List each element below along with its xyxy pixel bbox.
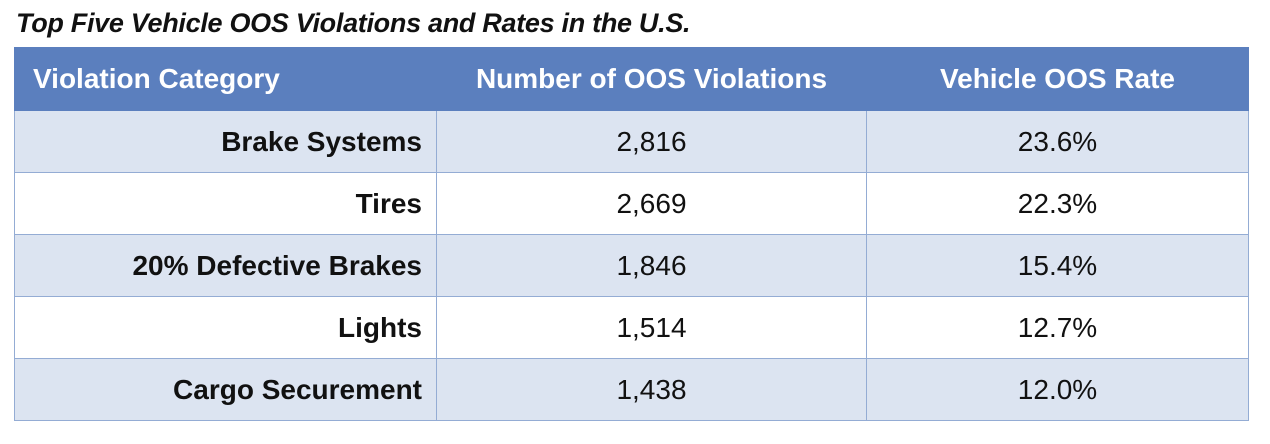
rate-cell: 23.6%	[866, 110, 1249, 173]
category-cell: Tires	[14, 172, 437, 235]
oos-violations-table: Violation Category Number of OOS Violati…	[14, 47, 1249, 421]
header-row: Violation Category Number of OOS Violati…	[14, 47, 1249, 111]
table-row: Brake Systems 2,816 23.6%	[14, 110, 1249, 173]
rate-cell: 22.3%	[866, 172, 1249, 235]
column-header-number-of-oos-violations: Number of OOS Violations	[436, 47, 867, 111]
table-row: 20% Defective Brakes 1,846 15.4%	[14, 234, 1249, 297]
rate-cell: 15.4%	[866, 234, 1249, 297]
table-title: Top Five Vehicle OOS Violations and Rate…	[16, 8, 691, 38]
violations-cell: 2,669	[436, 172, 867, 235]
violations-cell: 1,438	[436, 358, 867, 421]
category-cell: Lights	[14, 296, 437, 359]
table-row: Lights 1,514 12.7%	[14, 296, 1249, 359]
violations-cell: 1,846	[436, 234, 867, 297]
column-header-violation-category: Violation Category	[14, 47, 437, 111]
violations-cell: 2,816	[436, 110, 867, 173]
table-row: Cargo Securement 1,438 12.0%	[14, 358, 1249, 421]
violations-cell: 1,514	[436, 296, 867, 359]
table-row: Tires 2,669 22.3%	[14, 172, 1249, 235]
category-cell: Cargo Securement	[14, 358, 437, 421]
column-header-vehicle-oos-rate: Vehicle OOS Rate	[866, 47, 1249, 111]
category-cell: Brake Systems	[14, 110, 437, 173]
rate-cell: 12.0%	[866, 358, 1249, 421]
rate-cell: 12.7%	[866, 296, 1249, 359]
category-cell: 20% Defective Brakes	[14, 234, 437, 297]
